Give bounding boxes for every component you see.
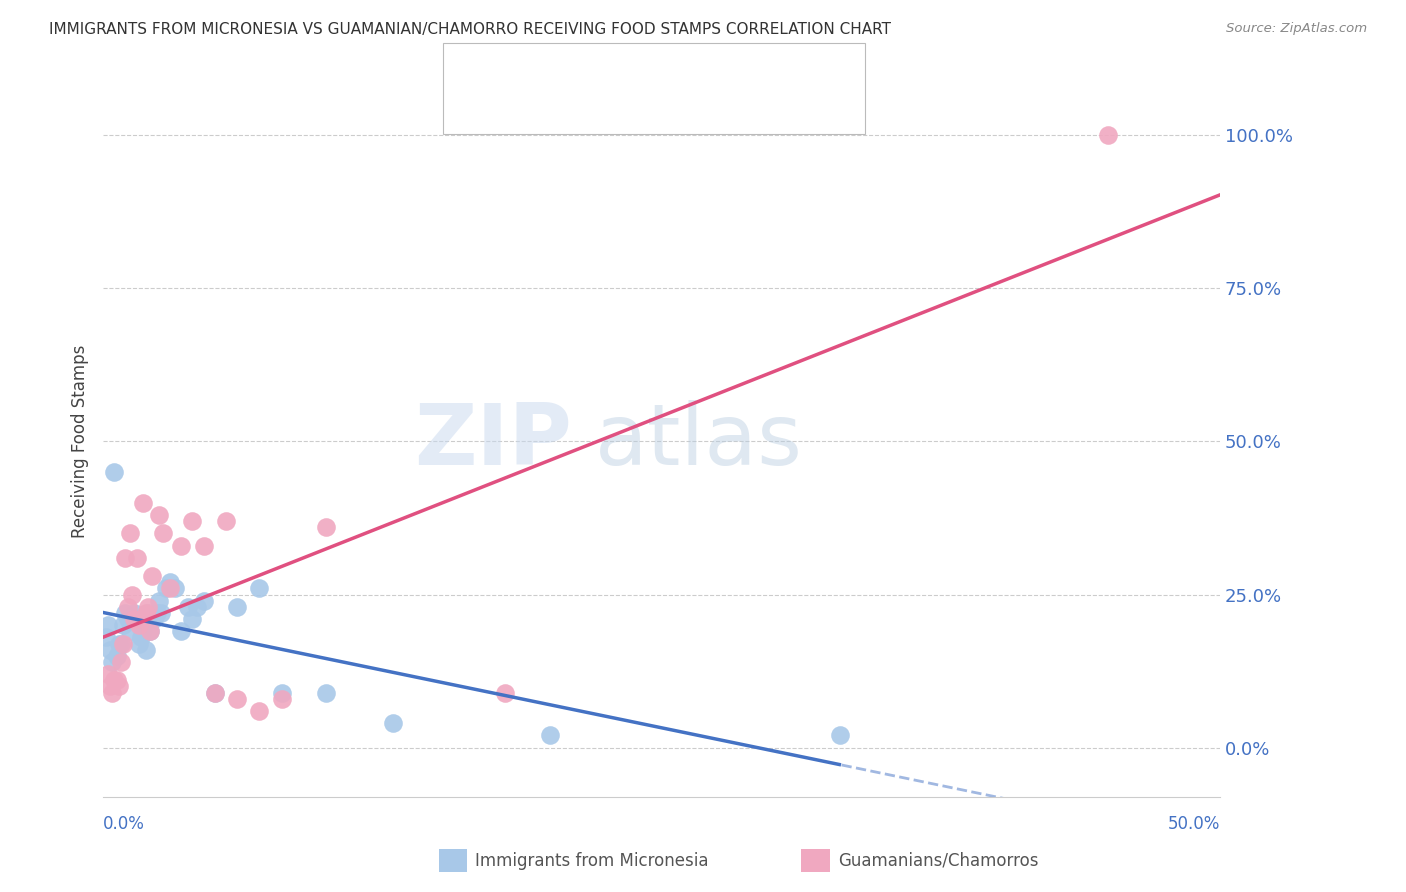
Point (163, 582, 186, 596)
Text: IMMIGRANTS FROM MICRONESIA VS GUAMANIAN/CHAMORRO RECEIVING FOOD STAMPS CORRELATI: IMMIGRANTS FROM MICRONESIA VS GUAMANIAN/… (49, 22, 891, 37)
Point (193, 593, 215, 607)
Point (204, 685, 226, 699)
Point (186, 599, 208, 614)
Point (170, 539, 193, 553)
Point (107, 680, 129, 694)
Text: 0.0%: 0.0% (103, 815, 145, 833)
Point (136, 599, 159, 614)
Text: Immigrants from Micronesia: Immigrants from Micronesia (475, 852, 709, 870)
Point (249, 582, 271, 596)
Point (315, 520, 337, 534)
Y-axis label: Receiving Food Stamps: Receiving Food Stamps (72, 345, 89, 538)
Point (226, 599, 249, 614)
Point (107, 636, 129, 650)
Point (124, 606, 146, 620)
Point (150, 606, 173, 620)
Point (270, 685, 292, 699)
Point (135, 642, 157, 657)
Point (97, 618, 120, 632)
Point (121, 612, 143, 626)
Text: 35: 35 (647, 102, 669, 120)
Point (141, 569, 163, 583)
Point (114, 606, 136, 620)
Point (143, 612, 166, 626)
Point (125, 550, 148, 565)
Point (155, 582, 177, 596)
Point (204, 685, 226, 699)
Point (117, 612, 139, 626)
Point (215, 514, 238, 528)
Point (132, 496, 155, 510)
Point (114, 550, 136, 565)
Text: -0.264: -0.264 (529, 70, 588, 87)
Point (159, 575, 181, 590)
Point (128, 636, 150, 650)
Text: R =: R = (502, 102, 543, 120)
Point (139, 624, 162, 639)
Point (139, 624, 162, 639)
Point (118, 526, 141, 541)
Text: N =: N = (605, 70, 652, 87)
Point (125, 612, 148, 626)
Point (132, 624, 155, 639)
Point (105, 673, 128, 688)
Text: atlas: atlas (595, 400, 803, 483)
Point (828, 728, 851, 742)
Point (105, 648, 128, 663)
Point (148, 593, 170, 607)
Point (145, 606, 167, 620)
Text: 50.0%: 50.0% (1167, 815, 1220, 833)
Point (135, 606, 157, 620)
Text: R =: R = (502, 70, 538, 87)
Point (98, 680, 121, 694)
Point (118, 624, 141, 639)
Point (129, 612, 152, 626)
Point (1097, 128, 1119, 143)
Point (193, 539, 215, 553)
Point (101, 685, 124, 699)
Text: Source: ZipAtlas.com: Source: ZipAtlas.com (1226, 22, 1367, 36)
Text: Guamanians/Chamorros: Guamanians/Chamorros (838, 852, 1039, 870)
Point (129, 631, 152, 645)
Point (110, 655, 132, 669)
Point (181, 612, 204, 626)
Text: 42: 42 (647, 70, 671, 87)
Point (103, 465, 125, 479)
Point (136, 606, 159, 620)
Point (124, 612, 146, 626)
Point (270, 691, 292, 706)
Point (112, 618, 135, 632)
Point (181, 514, 204, 528)
Point (249, 704, 271, 718)
Point (494, 685, 516, 699)
Point (98, 642, 121, 657)
Point (315, 685, 337, 699)
Point (97, 667, 120, 681)
Point (141, 612, 163, 626)
Point (110, 636, 132, 650)
Text: N =: N = (605, 102, 652, 120)
Text: 0.840: 0.840 (529, 102, 581, 120)
Point (128, 618, 150, 632)
Point (177, 599, 200, 614)
Point (121, 588, 143, 602)
Point (152, 526, 174, 541)
Text: ZIP: ZIP (415, 400, 572, 483)
Point (103, 673, 125, 688)
Point (112, 636, 135, 650)
Point (101, 655, 124, 669)
Point (170, 624, 193, 639)
Point (96, 631, 118, 645)
Point (159, 582, 181, 596)
Point (226, 691, 249, 706)
Point (382, 716, 405, 731)
Point (538, 728, 561, 742)
Point (148, 508, 170, 522)
Point (117, 599, 139, 614)
